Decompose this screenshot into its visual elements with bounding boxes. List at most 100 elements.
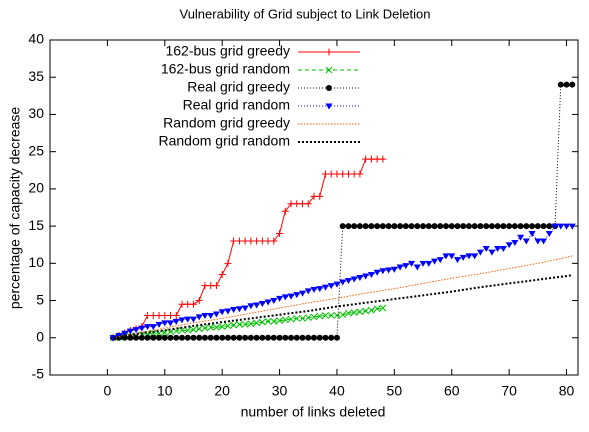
point xyxy=(310,286,318,293)
point xyxy=(184,334,191,341)
point xyxy=(167,328,174,336)
point xyxy=(351,223,358,230)
point xyxy=(540,223,547,230)
point xyxy=(218,323,226,330)
y-tick-label: -5 xyxy=(32,366,45,382)
point xyxy=(500,223,507,230)
point xyxy=(339,311,347,319)
point xyxy=(264,318,272,325)
point xyxy=(149,324,157,331)
x-tick-label: 80 xyxy=(559,383,575,399)
point xyxy=(379,304,387,312)
point xyxy=(523,223,530,230)
point xyxy=(161,334,168,341)
point xyxy=(339,223,346,230)
series-line xyxy=(112,274,573,339)
legend-marker xyxy=(325,48,333,56)
point xyxy=(230,306,238,313)
point xyxy=(505,242,513,249)
point xyxy=(333,334,340,341)
point xyxy=(379,223,386,230)
point xyxy=(270,334,277,341)
point xyxy=(150,334,157,341)
point xyxy=(276,317,283,325)
legend-label: Random grid greedy xyxy=(163,115,290,131)
point xyxy=(311,334,317,341)
point xyxy=(201,324,209,332)
point xyxy=(242,334,249,341)
series-line xyxy=(112,158,383,339)
point xyxy=(230,334,237,341)
point xyxy=(230,321,238,329)
point xyxy=(276,230,284,238)
point xyxy=(437,223,444,230)
point xyxy=(132,327,140,334)
point xyxy=(121,330,129,337)
point xyxy=(373,269,381,276)
x-tick-label: 20 xyxy=(214,383,230,399)
point xyxy=(442,253,450,260)
point xyxy=(356,274,364,281)
point xyxy=(453,257,461,264)
point xyxy=(144,324,152,331)
point xyxy=(189,316,197,323)
point xyxy=(299,290,307,297)
point xyxy=(299,315,306,322)
point xyxy=(127,334,134,341)
point xyxy=(522,238,530,245)
point xyxy=(133,334,140,341)
point xyxy=(304,200,312,208)
point xyxy=(396,264,404,271)
point xyxy=(201,334,208,341)
y-axis-label: percentage of capacity decrease xyxy=(7,107,23,310)
point xyxy=(270,318,278,325)
point xyxy=(356,170,364,178)
point xyxy=(362,223,369,230)
point xyxy=(477,223,484,230)
point xyxy=(316,312,324,320)
point xyxy=(356,308,364,316)
point xyxy=(563,81,570,88)
point xyxy=(328,334,335,341)
point xyxy=(419,260,427,267)
point xyxy=(207,334,214,341)
point xyxy=(436,257,444,264)
point xyxy=(540,238,548,245)
y-tick-label: 30 xyxy=(28,105,44,121)
point xyxy=(304,314,312,322)
legend-label: Random grid random xyxy=(158,133,290,149)
point xyxy=(241,321,249,328)
point xyxy=(345,309,352,317)
point xyxy=(413,264,421,271)
y-tick-label: 20 xyxy=(28,180,44,196)
point xyxy=(155,321,163,328)
point xyxy=(569,81,576,88)
point xyxy=(322,312,329,319)
legend-marker xyxy=(326,85,332,91)
point xyxy=(557,223,565,230)
point xyxy=(224,308,232,315)
point xyxy=(212,311,220,318)
point xyxy=(368,306,375,314)
point xyxy=(212,282,220,290)
point xyxy=(184,326,192,334)
point xyxy=(253,302,261,309)
point xyxy=(431,223,438,230)
point xyxy=(459,254,467,261)
point xyxy=(494,223,501,230)
point xyxy=(247,320,255,327)
point xyxy=(201,312,209,319)
legend-marker xyxy=(325,66,333,74)
point xyxy=(408,223,415,230)
x-tick-label: 0 xyxy=(103,383,111,399)
point xyxy=(557,81,564,88)
point xyxy=(236,321,243,328)
point xyxy=(264,299,272,306)
point xyxy=(333,312,341,319)
point xyxy=(534,238,542,245)
point xyxy=(299,334,306,341)
point xyxy=(265,334,272,341)
point xyxy=(179,334,185,341)
point xyxy=(270,298,278,305)
point xyxy=(431,258,439,265)
